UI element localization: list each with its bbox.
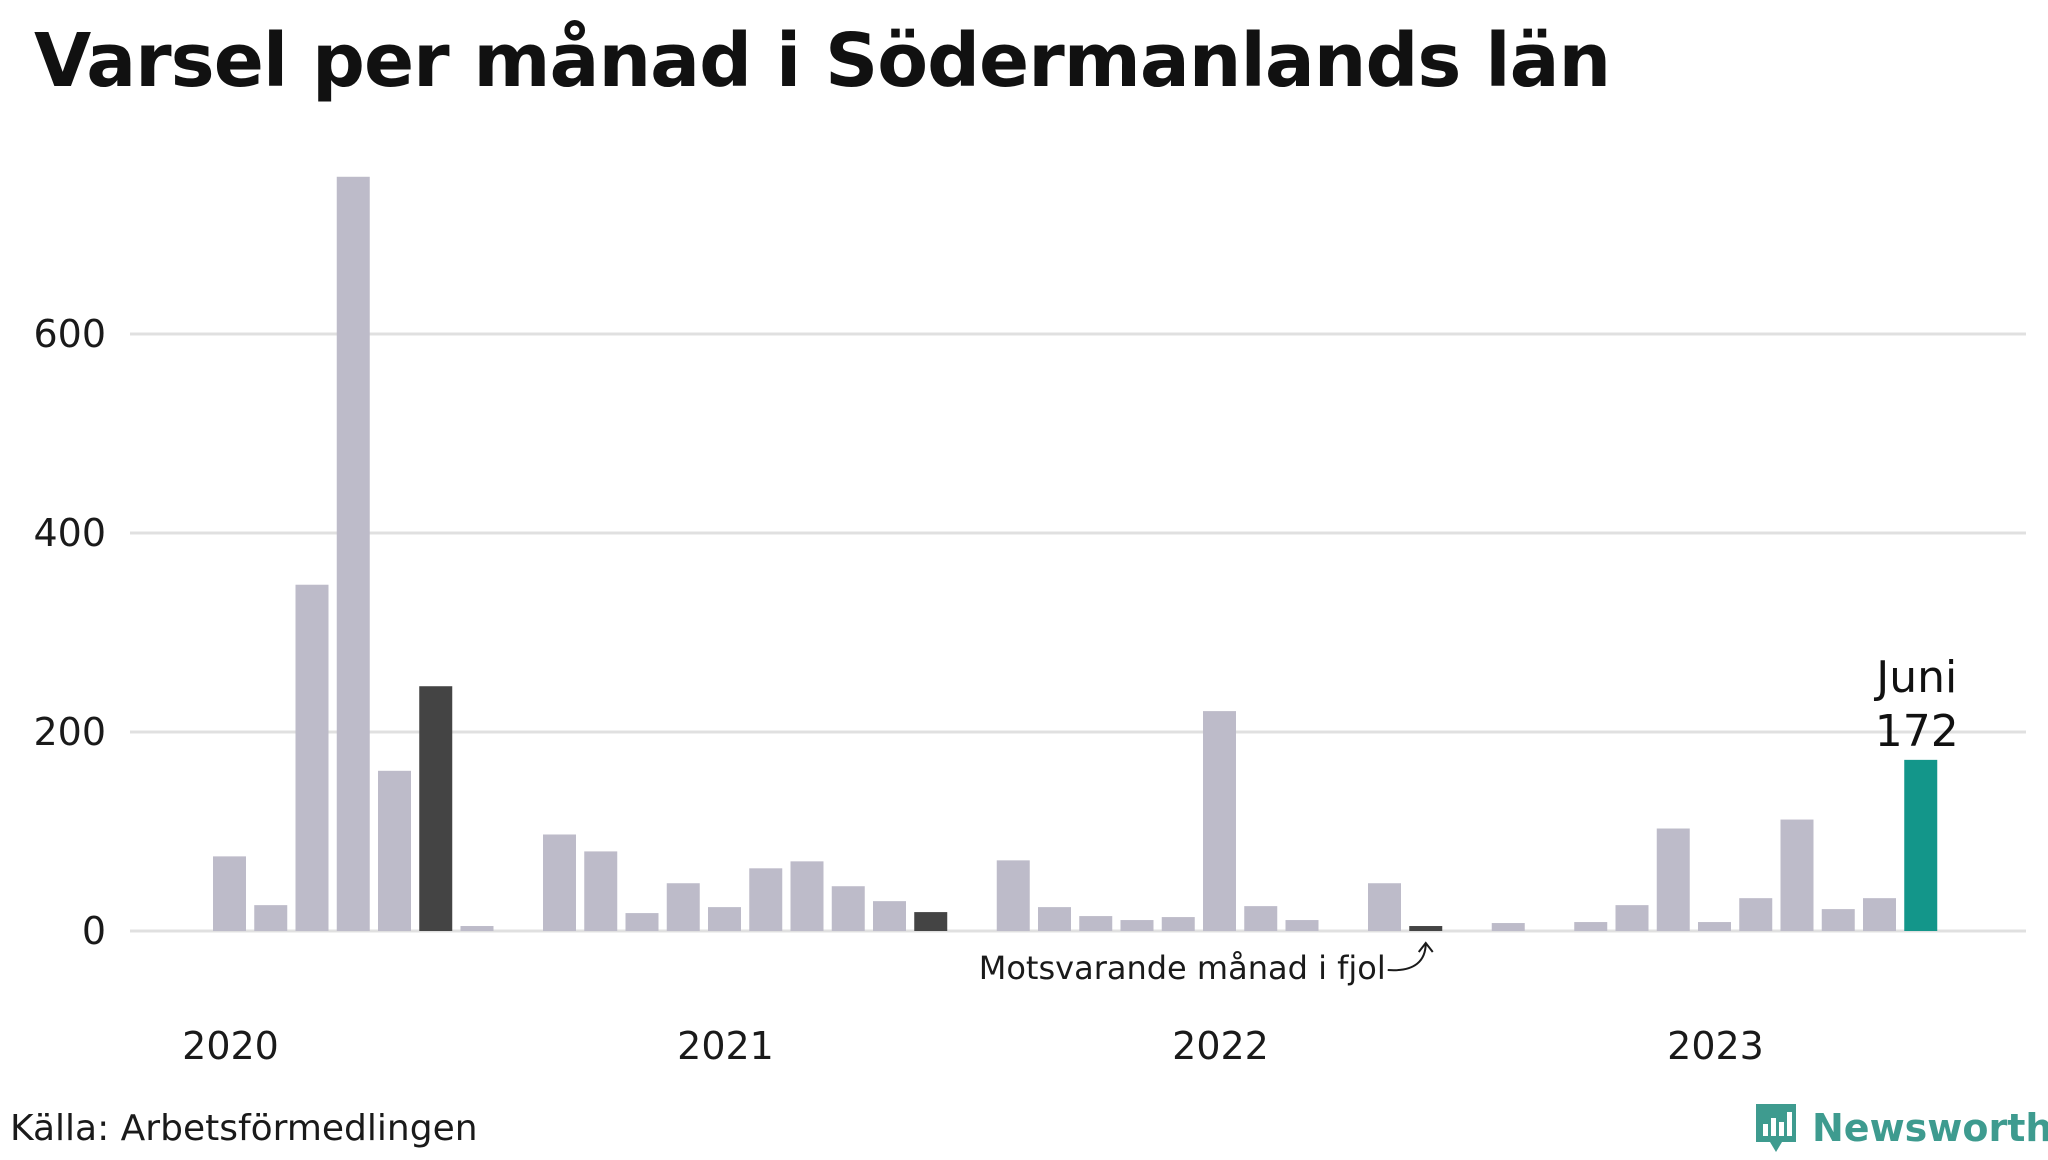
bar-2021-01 [708, 907, 741, 931]
gridlines [130, 332, 2026, 933]
bar-2021-10 [1079, 916, 1113, 931]
bar-2023-06 [1904, 759, 1938, 931]
bar-2021-06 [914, 912, 948, 931]
annotation-arrow [1387, 942, 1427, 972]
bar-2020-10 [584, 851, 618, 931]
bar-2020-05 [378, 770, 411, 931]
newsworthy-chart-icon [1756, 1104, 1796, 1152]
bar-2023-03 [1780, 819, 1814, 931]
y-tick-label: 0 [82, 909, 106, 953]
bar-2023-05 [1863, 898, 1896, 931]
bar-2023-01 [1698, 922, 1731, 931]
bar-2022-10 [1574, 922, 1608, 931]
newsworthy-logo[interactable]: Newsworthy [1752, 1096, 2048, 1160]
previous-year-annotation: Motsvarande månad i fjol [979, 941, 1434, 987]
x-tick-label: 2023 [1667, 1024, 1764, 1068]
bar-2021-12 [1161, 917, 1195, 931]
x-tick-label: 2022 [1172, 1024, 1269, 1068]
y-tick-label: 400 [33, 511, 106, 555]
bar-2020-12 [666, 883, 700, 931]
bar-2022-02 [1244, 906, 1278, 931]
bar-2021-11 [1120, 920, 1154, 931]
bar-2021-09 [1038, 907, 1071, 931]
bar-2020-09 [543, 834, 576, 931]
x-tick-label: 2020 [182, 1024, 279, 1068]
current-month-callout: Juni 172 [1873, 652, 1958, 757]
bar-2022-11 [1615, 905, 1649, 931]
bar-2022-08 [1491, 923, 1525, 931]
bar-2020-11 [625, 913, 659, 931]
current-month-label: Juni [1873, 652, 1957, 703]
bar-2020-07 [460, 926, 494, 931]
bar-2020-01 [213, 856, 246, 931]
y-axis-tick-labels: 0 200 400 600 [33, 312, 106, 953]
annotation-text: Motsvarande månad i fjol [979, 949, 1386, 987]
bar-2022-05 [1368, 883, 1401, 931]
bar-2021-03 [790, 861, 824, 931]
x-axis-year-labels: 2020 2021 2022 2023 [182, 1024, 1764, 1068]
chart-title: Varsel per månad i Södermanlands län [34, 18, 1611, 104]
source-note: Källa: Arbetsförmedlingen [10, 1108, 478, 1149]
brand-name: Newsworthy [1812, 1106, 2048, 1150]
bar-2021-05 [873, 901, 906, 931]
bar-2021-08 [996, 860, 1030, 931]
bar-2022-06 [1409, 926, 1443, 931]
bar-2020-02 [254, 905, 288, 931]
bars [213, 176, 1938, 932]
bar-2022-01 [1203, 711, 1236, 931]
bar-2022-03 [1285, 920, 1319, 931]
y-tick-label: 600 [33, 312, 106, 356]
bar-2023-04 [1821, 909, 1855, 931]
bar-2020-03 [295, 584, 329, 931]
current-month-value: 172 [1875, 706, 1959, 757]
bar-2021-02 [749, 868, 783, 931]
bar-2020-04 [336, 176, 370, 932]
bar-2020-06 [419, 686, 453, 931]
annotation-arrowhead [1417, 941, 1434, 953]
x-tick-label: 2021 [677, 1024, 774, 1068]
bar-2021-04 [831, 886, 865, 931]
bar-2022-12 [1656, 828, 1690, 931]
y-tick-label: 200 [33, 710, 106, 754]
bar-2023-02 [1739, 898, 1773, 931]
